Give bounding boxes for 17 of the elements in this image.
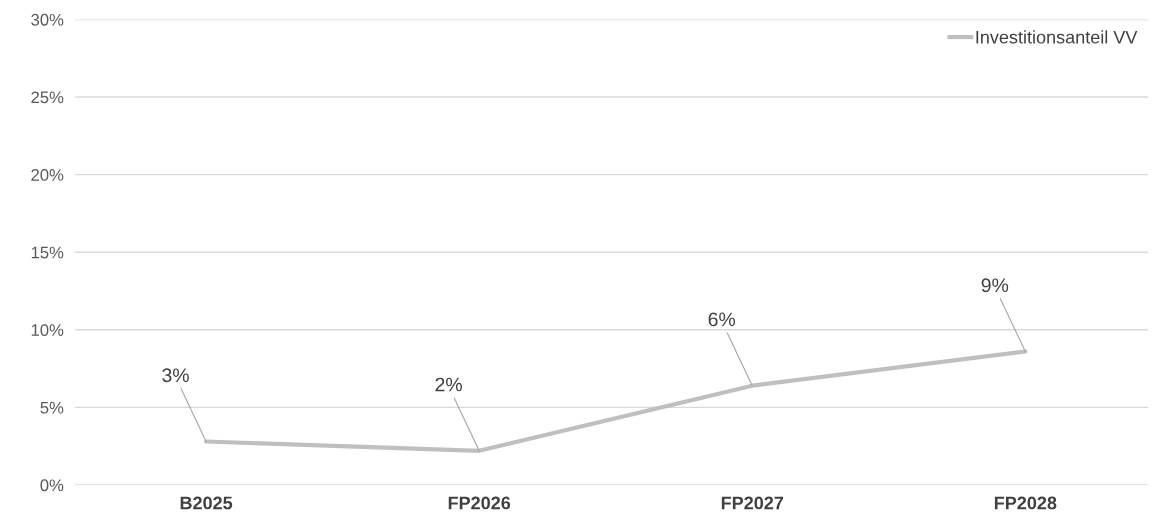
- y-tick-label: 10%: [31, 324, 64, 337]
- legend-label: Investitionsanteil VV: [976, 30, 1138, 44]
- x-tick-label: FP2027: [721, 496, 784, 510]
- y-tick-label: 25%: [31, 91, 64, 104]
- x-tick-label: B2025: [180, 496, 233, 510]
- line-series: [204, 349, 1028, 453]
- y-tick-label: 15%: [31, 246, 64, 259]
- y-tick-label: 0%: [40, 479, 64, 492]
- y-tick-label: 20%: [31, 169, 64, 181]
- y-tick-label: 30%: [31, 13, 64, 26]
- data-label: 3%: [162, 368, 189, 383]
- data-label: 9%: [981, 278, 1009, 293]
- data-label: 2%: [435, 377, 462, 392]
- y-tick-label: 5%: [40, 401, 64, 414]
- x-tick-label: FP2026: [448, 496, 511, 510]
- x-tick-label: FP2028: [994, 496, 1057, 510]
- data-label: 6%: [708, 312, 736, 327]
